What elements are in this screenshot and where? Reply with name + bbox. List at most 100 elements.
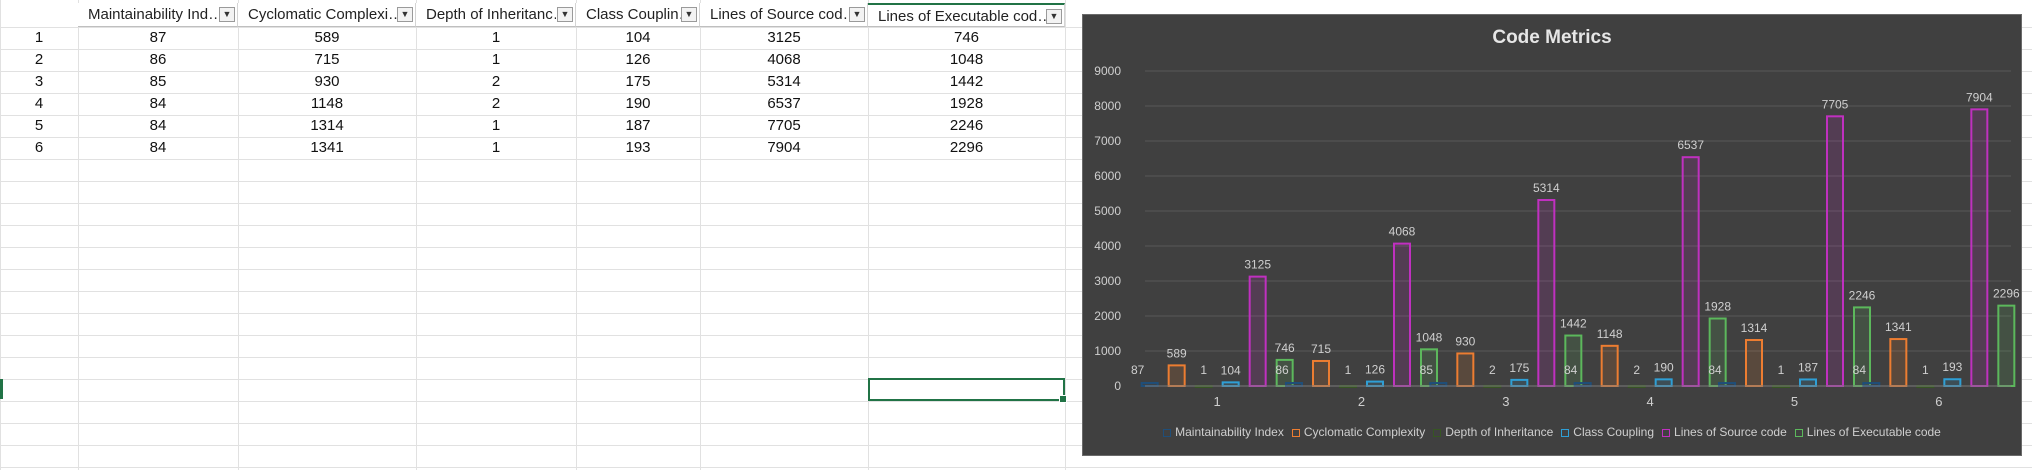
bar <box>1681 156 1700 387</box>
table-cell[interactable]: 746 <box>953 29 980 46</box>
data-label: 1 <box>1200 363 1207 377</box>
data-label: 1 <box>1922 363 1929 377</box>
table-cell[interactable]: 1314 <box>310 117 344 134</box>
row-id-cell[interactable]: 1 <box>34 29 44 46</box>
chart-legend[interactable]: Maintainability Index Cyclomatic Complexi… <box>1083 425 2021 439</box>
table-cell[interactable]: 7705 <box>767 117 801 134</box>
table-cell[interactable]: 1 <box>491 139 501 156</box>
table-cell[interactable]: 84 <box>149 95 167 112</box>
row-gridline <box>0 93 2032 94</box>
table-cell[interactable]: 2296 <box>949 139 984 156</box>
filter-dropdown-icon[interactable]: ▼ <box>681 7 697 22</box>
table-cell[interactable]: 187 <box>625 117 651 134</box>
legend-item[interactable]: Class Coupling <box>1561 425 1654 439</box>
table-cell[interactable]: 6537 <box>767 95 801 112</box>
data-label: 1 <box>1345 363 1352 377</box>
row-id-cell[interactable]: 4 <box>34 95 44 112</box>
filter-dropdown-icon[interactable]: ▼ <box>1046 9 1062 24</box>
y-tick-label: 3000 <box>1094 274 1121 288</box>
table-cell[interactable]: 2246 <box>949 117 984 134</box>
bar <box>1889 338 1908 388</box>
x-tick-label: 4 <box>1647 394 1654 409</box>
chart-title[interactable]: Code Metrics <box>1492 27 1612 48</box>
data-label: 187 <box>1798 360 1818 374</box>
bar <box>1997 304 2016 388</box>
bar <box>1970 108 1989 388</box>
column-gridline <box>0 0 1 470</box>
header-depth-of-inheritance[interactable]: Depth of Inheritanc… ▼ <box>416 3 576 27</box>
data-label: 2296 <box>1993 287 2020 301</box>
bar <box>1366 380 1384 387</box>
table-cell[interactable]: 1442 <box>949 73 984 90</box>
filter-dropdown-icon[interactable]: ▼ <box>849 7 865 22</box>
table-cell[interactable]: 84 <box>149 139 167 156</box>
header-class-coupling[interactable]: Class Couplin… ▼ <box>576 3 700 27</box>
table-cell[interactable]: 86 <box>149 51 167 68</box>
header-maintainability-index[interactable]: Maintainability Ind… ▼ <box>78 3 238 27</box>
table-cell[interactable]: 930 <box>314 73 340 90</box>
table-cell[interactable]: 3125 <box>767 29 801 46</box>
table-cell[interactable]: 2 <box>491 95 501 112</box>
header-lines-of-executable-code[interactable]: Lines of Executable cod… ▼ <box>868 3 1065 27</box>
table-cell[interactable]: 84 <box>149 117 167 134</box>
table-cell[interactable]: 1341 <box>310 139 344 156</box>
y-tick-label: 1000 <box>1094 344 1121 358</box>
legend-item[interactable]: Maintainability Index <box>1163 425 1284 439</box>
legend-item[interactable]: Cyclomatic Complexity <box>1291 425 1425 439</box>
legend-item[interactable]: Lines of Source code <box>1662 425 1787 439</box>
table-cell[interactable]: 1 <box>491 117 501 134</box>
table-cell[interactable]: 85 <box>149 73 167 90</box>
table-cell[interactable]: 2 <box>491 73 501 90</box>
bar <box>1456 352 1475 388</box>
table-cell[interactable]: 1048 <box>949 51 984 68</box>
row-id-cell[interactable]: 5 <box>34 117 44 134</box>
filter-dropdown-icon[interactable]: ▼ <box>219 7 235 22</box>
filter-dropdown-icon[interactable]: ▼ <box>557 7 573 22</box>
column-gridline <box>78 0 79 470</box>
data-label: 1341 <box>1885 320 1912 334</box>
data-label: 746 <box>1275 341 1295 355</box>
table-cell[interactable]: 175 <box>625 73 651 90</box>
data-label: 1148 <box>1597 327 1623 341</box>
table-cell[interactable]: 104 <box>625 29 651 46</box>
table-cell[interactable]: 87 <box>149 29 167 46</box>
fill-handle[interactable] <box>1059 395 1067 403</box>
header-lines-of-source-code[interactable]: Lines of Source cod… ▼ <box>700 3 868 27</box>
bar <box>1510 378 1529 387</box>
y-tick-label: 6000 <box>1094 169 1121 183</box>
chart-panel[interactable]: Code Metrics 0 1000 2000 3000 4000 5000 6000 70… <box>1082 14 2022 456</box>
column-gridline <box>1065 0 1066 470</box>
table-cell[interactable]: 715 <box>314 51 340 68</box>
table-cell[interactable]: 589 <box>314 29 340 46</box>
table-cell[interactable]: 1148 <box>310 95 344 112</box>
row-gridline <box>0 137 2032 138</box>
filter-dropdown-icon[interactable]: ▼ <box>397 7 413 22</box>
data-label: 104 <box>1221 363 1241 377</box>
table-cell[interactable]: 7904 <box>767 139 801 156</box>
table-cell[interactable]: 1 <box>491 51 501 68</box>
table-cell[interactable]: 126 <box>625 51 651 68</box>
row-gridline <box>0 291 2032 292</box>
table-cell[interactable]: 193 <box>625 139 651 156</box>
legend-item[interactable]: Depth of Inheritance <box>1433 425 1553 439</box>
bar <box>1248 275 1267 387</box>
table-cell[interactable]: 1928 <box>949 95 984 112</box>
row-gridline <box>0 225 2032 226</box>
row-id-cell[interactable]: 2 <box>34 51 44 68</box>
legend-item[interactable]: Lines of Executable code <box>1794 425 1941 439</box>
table-cell[interactable]: 190 <box>625 95 651 112</box>
legend-swatch <box>1291 428 1300 437</box>
header-cyclomatic-complexity[interactable]: Cyclomatic Complexi… ▼ <box>238 3 416 27</box>
selected-cell[interactable] <box>868 378 1067 403</box>
table-cell[interactable]: 1 <box>491 29 501 46</box>
header-label: Cyclomatic Complexi… <box>248 6 398 23</box>
row-id-cell[interactable]: 6 <box>34 139 44 156</box>
row-gridline <box>0 27 2032 28</box>
row-id-cell[interactable]: 3 <box>34 73 44 90</box>
table-cell[interactable]: 5314 <box>767 73 801 90</box>
table-cell[interactable]: 4068 <box>767 51 801 68</box>
bar <box>1312 359 1330 388</box>
data-label: 1048 <box>1416 330 1443 344</box>
header-label: Depth of Inheritanc… <box>426 6 556 23</box>
